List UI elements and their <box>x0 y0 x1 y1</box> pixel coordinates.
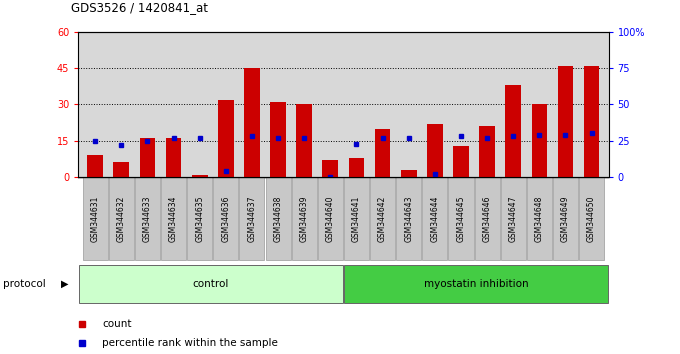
Bar <box>349 158 364 177</box>
FancyBboxPatch shape <box>344 177 369 260</box>
FancyBboxPatch shape <box>475 177 500 260</box>
FancyBboxPatch shape <box>239 177 265 260</box>
Text: myostatin inhibition: myostatin inhibition <box>424 279 528 289</box>
FancyBboxPatch shape <box>396 177 422 260</box>
Bar <box>114 162 129 177</box>
FancyBboxPatch shape <box>448 177 473 260</box>
Bar <box>87 155 103 177</box>
Bar <box>166 138 182 177</box>
FancyBboxPatch shape <box>79 266 343 303</box>
Text: GSM344646: GSM344646 <box>483 195 492 242</box>
Bar <box>453 145 469 177</box>
Text: GSM344644: GSM344644 <box>430 195 439 242</box>
Text: GSM344638: GSM344638 <box>273 195 283 242</box>
FancyBboxPatch shape <box>135 177 160 260</box>
FancyBboxPatch shape <box>500 177 526 260</box>
Text: GSM344649: GSM344649 <box>561 195 570 242</box>
Text: GSM344634: GSM344634 <box>169 195 178 242</box>
Text: GSM344641: GSM344641 <box>352 195 361 242</box>
Text: GSM344635: GSM344635 <box>195 195 204 242</box>
Text: GSM344645: GSM344645 <box>456 195 466 242</box>
Text: GSM344642: GSM344642 <box>378 195 387 242</box>
Text: GSM344640: GSM344640 <box>326 195 335 242</box>
Text: ▶: ▶ <box>61 279 69 289</box>
Text: control: control <box>192 279 229 289</box>
Bar <box>244 68 260 177</box>
FancyBboxPatch shape <box>344 266 608 303</box>
FancyBboxPatch shape <box>214 177 239 260</box>
Bar <box>139 138 155 177</box>
Text: GDS3526 / 1420841_at: GDS3526 / 1420841_at <box>71 1 208 14</box>
Text: count: count <box>102 319 131 329</box>
Bar <box>401 170 417 177</box>
FancyBboxPatch shape <box>370 177 395 260</box>
Bar <box>532 104 547 177</box>
Bar <box>558 66 573 177</box>
Text: GSM344639: GSM344639 <box>300 195 309 242</box>
Text: GSM344637: GSM344637 <box>248 195 256 242</box>
Bar <box>583 66 600 177</box>
FancyBboxPatch shape <box>553 177 578 260</box>
FancyBboxPatch shape <box>265 177 290 260</box>
Text: GSM344650: GSM344650 <box>587 195 596 242</box>
Text: GSM344636: GSM344636 <box>221 195 231 242</box>
Bar <box>427 124 443 177</box>
FancyBboxPatch shape <box>187 177 212 260</box>
FancyBboxPatch shape <box>318 177 343 260</box>
Text: GSM344633: GSM344633 <box>143 195 152 242</box>
Bar <box>192 175 207 177</box>
FancyBboxPatch shape <box>161 177 186 260</box>
Bar <box>270 102 286 177</box>
Bar <box>375 129 390 177</box>
Text: percentile rank within the sample: percentile rank within the sample <box>102 338 278 348</box>
Text: GSM344648: GSM344648 <box>535 195 544 242</box>
FancyBboxPatch shape <box>83 177 107 260</box>
FancyBboxPatch shape <box>292 177 317 260</box>
Bar <box>505 85 521 177</box>
FancyBboxPatch shape <box>422 177 447 260</box>
Text: GSM344632: GSM344632 <box>117 195 126 242</box>
FancyBboxPatch shape <box>579 177 604 260</box>
Text: GSM344643: GSM344643 <box>404 195 413 242</box>
Text: GSM344631: GSM344631 <box>90 195 100 242</box>
Bar <box>479 126 495 177</box>
Text: protocol: protocol <box>3 279 46 289</box>
FancyBboxPatch shape <box>109 177 134 260</box>
FancyBboxPatch shape <box>527 177 552 260</box>
Bar <box>218 99 234 177</box>
Bar <box>322 160 338 177</box>
Text: GSM344647: GSM344647 <box>509 195 517 242</box>
Bar <box>296 104 312 177</box>
